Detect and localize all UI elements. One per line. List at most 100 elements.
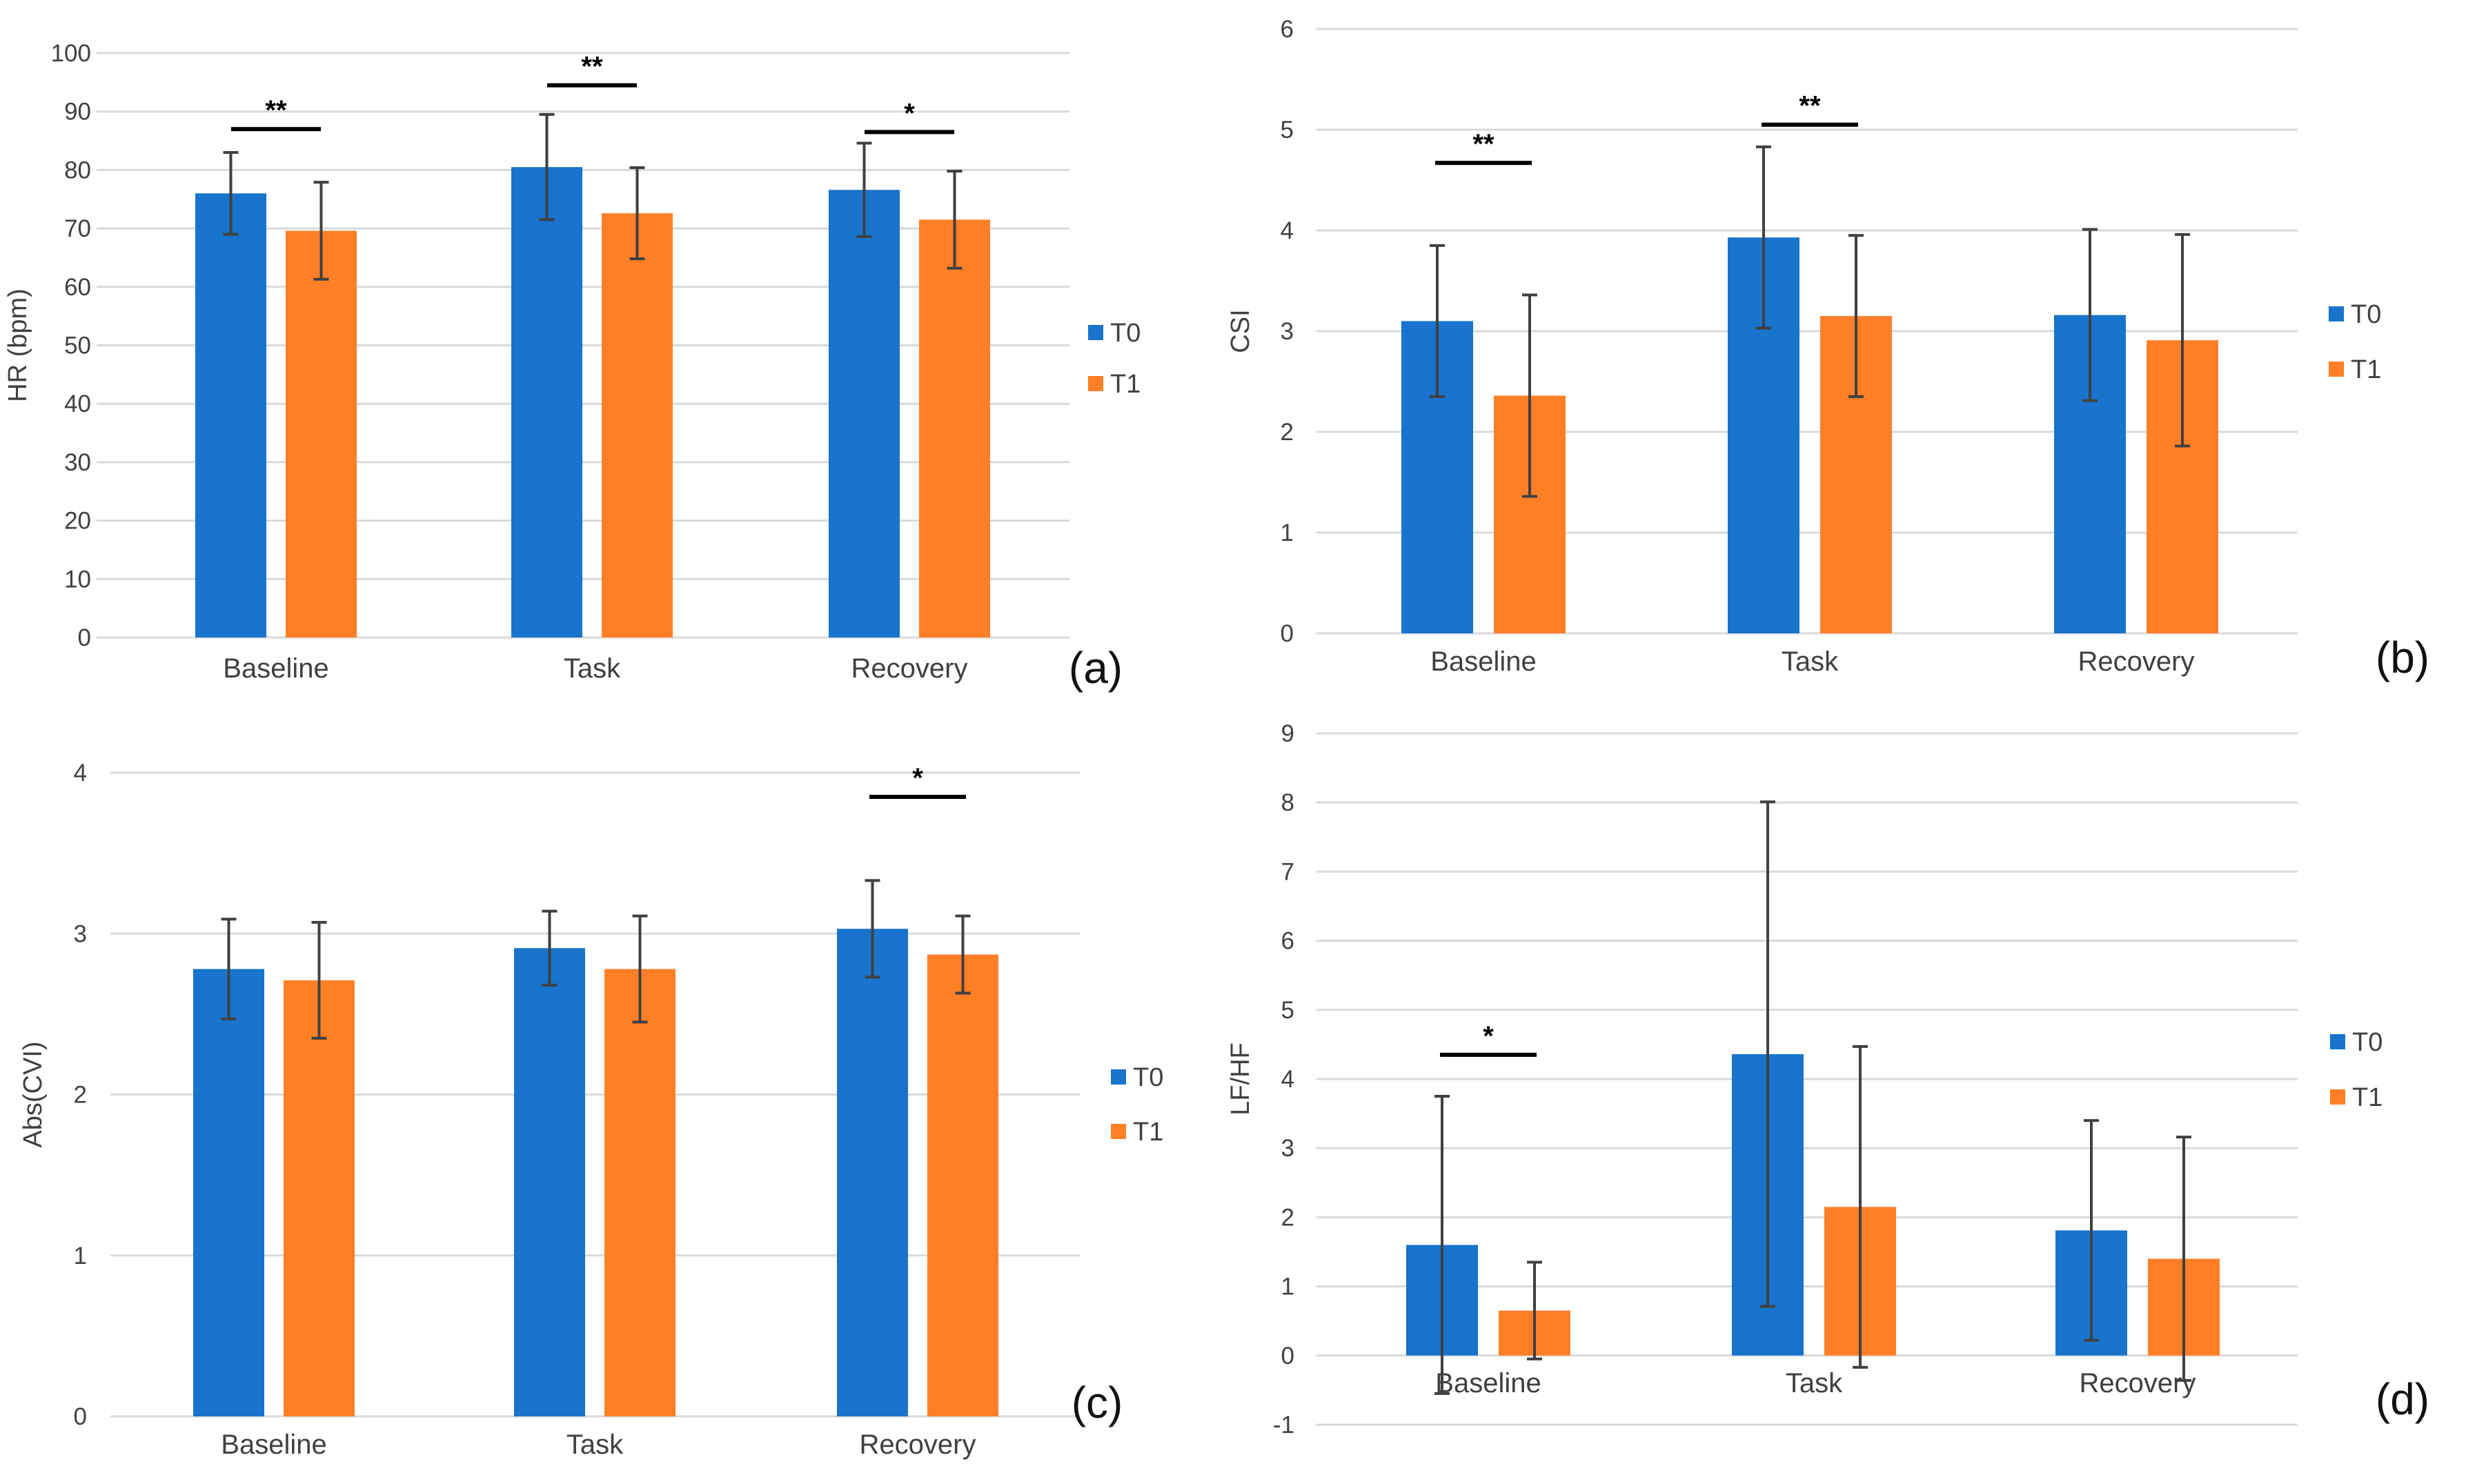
error-bar: [1848, 234, 1864, 398]
legend-label: T1: [2351, 355, 2381, 384]
significance-label: **: [1799, 91, 1821, 121]
significance-marker: *: [1440, 1021, 1537, 1057]
x-tick-label: Task: [1782, 646, 1839, 677]
legend-label: T1: [2352, 1083, 2383, 1112]
legend: T0 T1: [1088, 319, 1141, 399]
y-tick-label: 0: [1281, 1343, 1294, 1369]
error-bar: [1756, 145, 1771, 330]
legend-swatch-t1: [1088, 376, 1103, 391]
error-bar: [539, 112, 555, 221]
x-tick-label: Task: [566, 1429, 624, 1460]
y-tick-label: 7: [1281, 858, 1294, 885]
bar-t0-recovery: [837, 929, 908, 1416]
x-tick-label: Recovery: [851, 653, 968, 684]
error-bar: [1760, 800, 1775, 1308]
y-tick-label: 6: [1281, 16, 1294, 43]
significance-marker: **: [1435, 129, 1532, 166]
y-tick-label: 0: [74, 1403, 87, 1430]
legend-label: T0: [2351, 300, 2381, 329]
panel-label: (a): [1069, 643, 1123, 693]
legend: T0 T1: [2330, 1028, 2383, 1112]
y-tick-label: 70: [64, 215, 91, 242]
y-tick-label: 40: [64, 390, 91, 417]
error-bar: [2082, 228, 2098, 402]
error-bar: [2176, 1136, 2191, 1382]
x-tick-label: Baseline: [1430, 646, 1536, 677]
panel-label: (b): [2376, 633, 2429, 682]
significance-label: *: [912, 763, 923, 793]
significance-label: *: [1483, 1021, 1494, 1051]
y-tick-label: 4: [1281, 217, 1294, 244]
panel-label: (c): [1072, 1378, 1123, 1427]
legend-swatch-t1: [2329, 362, 2344, 377]
legend-swatch-t0: [2329, 306, 2344, 321]
chart-panel-d: -1 0 1 2 3 4 5 6 7 8 9 LF/HF Baseline Task Recovery * T0…: [1226, 720, 2429, 1438]
legend-label: T0: [1110, 319, 1141, 348]
x-tick-label: Baseline: [1435, 1368, 1541, 1398]
bar-t1-recovery: [927, 954, 998, 1416]
x-tick-label: Recovery: [2080, 1368, 2196, 1398]
y-tick-label: 1: [1281, 1274, 1294, 1300]
error-bar: [856, 141, 872, 238]
x-tick-label: Baseline: [223, 653, 328, 684]
significance-label: **: [265, 95, 287, 126]
chart-panel-c: 0 1 2 3 4 Abs(CVI) Baseline Task Recovery * T0 T1 (c…: [19, 760, 1163, 1460]
bar-t1-task: [602, 213, 673, 637]
bar-t1-task: [604, 969, 675, 1416]
y-tick-label: 100: [51, 40, 91, 67]
y-tick-label: 3: [1281, 1135, 1294, 1162]
legend-swatch-t1: [1111, 1124, 1126, 1139]
y-tick-label: 8: [1281, 789, 1294, 816]
y-tick-label: 20: [64, 508, 91, 535]
x-tick-label: Baseline: [221, 1429, 326, 1460]
y-tick-label: 5: [1281, 117, 1294, 144]
legend-swatch-t0: [2330, 1034, 2345, 1049]
y-tick-label: 10: [64, 566, 91, 593]
legend-swatch-t0: [1088, 325, 1103, 340]
bar-t1-baseline: [284, 980, 355, 1416]
significance-label: **: [1472, 129, 1494, 159]
error-bar: [947, 170, 963, 270]
y-tick-label: 1: [1281, 520, 1294, 546]
significance-marker: **: [231, 95, 321, 132]
y-tick-label: 4: [74, 760, 87, 786]
significance-label: **: [581, 52, 603, 82]
y-tick-label: 2: [74, 1082, 87, 1109]
x-tick-label: Recovery: [860, 1429, 976, 1460]
y-tick-label: 0: [1281, 620, 1294, 647]
error-bar: [1527, 1260, 1542, 1361]
panel-label: (d): [2376, 1374, 2429, 1424]
bar-t1-baseline: [286, 230, 357, 637]
bar-t0-recovery: [829, 190, 900, 637]
significance-marker: **: [1762, 91, 1858, 127]
y-axis-label: LF/HF: [1226, 1042, 1255, 1116]
y-tick-label: 4: [1281, 1066, 1294, 1093]
legend-label: T0: [1133, 1063, 1163, 1092]
error-bar: [632, 914, 648, 1024]
error-bar: [221, 918, 237, 1020]
chart-panel-b: 0 1 2 3 4 5 6 CSI Baseline Task Recovery ** ** T0 T1 (b…: [1226, 16, 2429, 682]
y-tick-label: 0: [78, 624, 91, 651]
y-tick-label: 6: [1281, 928, 1294, 955]
legend-label: T1: [1110, 370, 1141, 399]
chart-panel-a: 0 10 20 30 40 50 60 70 80 90 100 HR (bpm) Baseline Ta…: [3, 40, 1141, 693]
error-bar: [629, 166, 645, 261]
y-tick-label: 5: [1281, 997, 1294, 1024]
legend: T0 T1: [1111, 1063, 1163, 1147]
y-tick-label: 3: [74, 920, 87, 947]
bar-t0-baseline: [195, 193, 266, 637]
bar-t0-baseline: [193, 969, 264, 1416]
legend: T0 T1: [2329, 300, 2381, 384]
bar-t1-recovery: [919, 219, 990, 637]
y-tick-label: 80: [64, 157, 91, 184]
significance-marker: *: [869, 763, 966, 799]
error-bar: [2175, 233, 2190, 448]
error-bar: [2084, 1119, 2099, 1342]
error-bar: [1853, 1045, 1868, 1369]
y-tick-label: 60: [64, 274, 91, 301]
y-tick-label: 50: [64, 333, 91, 359]
bar-t0-task: [514, 948, 585, 1416]
legend-swatch-t0: [1111, 1069, 1126, 1085]
error-bar: [313, 181, 329, 281]
